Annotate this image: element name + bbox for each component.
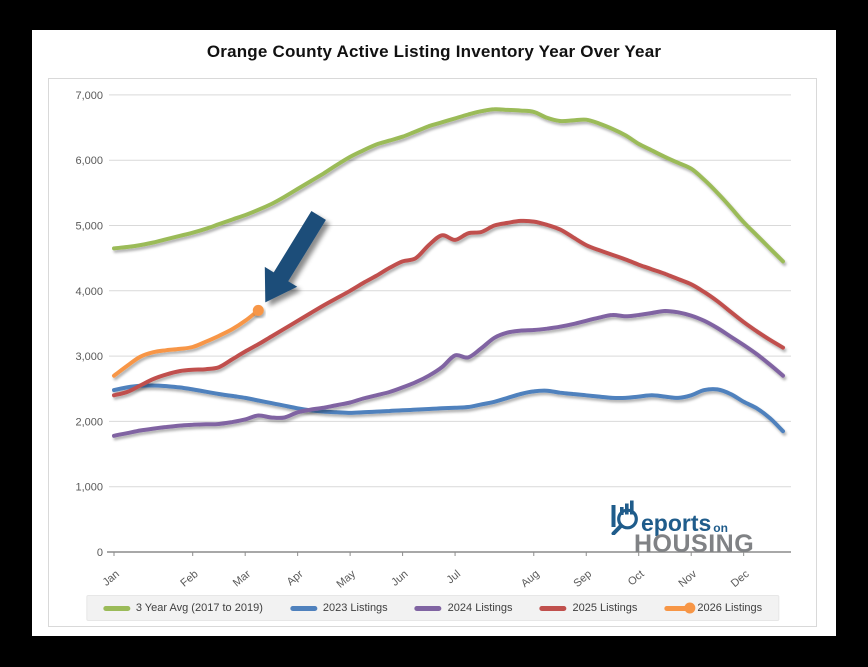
x-tick-label: May — [334, 568, 358, 591]
legend-item-2023-listings: 2023 Listings — [289, 602, 388, 614]
legend-label: 2023 Listings — [322, 602, 388, 614]
legend-swatch — [414, 605, 442, 611]
chart-title: Orange County Active Listing Inventory Y… — [206, 42, 662, 61]
x-tick-label: Oct — [626, 568, 647, 588]
legend-swatch — [539, 605, 567, 611]
x-tick-label: Jan — [101, 568, 122, 589]
legend-label: 2026 Listings — [697, 602, 763, 614]
series-line-2023-listings — [112, 383, 785, 434]
report-page: Orange County Active Listing Inventory Y… — [32, 30, 836, 636]
legend-label: 2025 Listings — [572, 602, 638, 614]
x-tick-label: Jul — [445, 568, 463, 586]
legend-item-3-year-avg-2017-to-2019-: 3 Year Avg (2017 to 2019) — [102, 602, 263, 614]
legend-label: 2024 Listings — [447, 602, 513, 614]
y-tick-label: 4,000 — [75, 286, 103, 298]
y-tick-label: 1,000 — [75, 482, 103, 494]
y-tick-label: 6,000 — [75, 155, 103, 167]
legend-swatch — [664, 602, 696, 614]
legend-label: 3 Year Avg (2017 to 2019) — [135, 602, 263, 614]
legend-swatch — [289, 605, 317, 611]
logo-word-reports: eports — [641, 510, 712, 536]
series-line-2026-listings — [112, 308, 261, 378]
magnifier-barchart-icon — [611, 500, 638, 535]
y-tick-label: 0 — [97, 547, 103, 559]
logo-top-row: eports on — [610, 499, 800, 535]
legend-swatch — [102, 605, 130, 611]
legend-marker-dot — [684, 602, 696, 614]
chart-canvas: 0 1,000 2,000 3,000 4,000 5,000 6,000 7,000 Jan F… — [75, 90, 791, 591]
x-tick-label: Aug — [519, 568, 542, 590]
x-tick-label: Apr — [285, 568, 306, 588]
series-line-2024-listings — [112, 308, 785, 438]
reports-on-housing-logo: eports on HOUSING — [610, 499, 800, 557]
legend-item-2025-listings: 2025 Listings — [539, 602, 638, 614]
x-tick-label: Nov — [676, 568, 699, 590]
x-tick-label: Mar — [231, 568, 253, 590]
x-tick-label: Feb — [178, 568, 200, 589]
y-tick-label: 5,000 — [75, 221, 103, 233]
x-tick-label: Sep — [571, 568, 594, 590]
legend-item-2024-listings: 2024 Listings — [414, 602, 513, 614]
series-line-2025-listings — [112, 218, 785, 398]
logo-word-housing: HOUSING — [634, 530, 755, 558]
y-tick-label: 2,000 — [75, 416, 103, 428]
y-tick-label: 3,000 — [75, 351, 103, 363]
series-line-3-year-avg-2017-to-2019- — [112, 107, 785, 264]
chart-area: 0 1,000 2,000 3,000 4,000 5,000 6,000 7,000 Jan F… — [48, 78, 817, 627]
x-tick-label: Jun — [389, 568, 410, 589]
legend-item-2026-listings: 2026 Listings — [664, 602, 762, 614]
chart-legend: 3 Year Avg (2017 to 2019) 2023 Listings 20… — [85, 595, 780, 621]
y-tick-label: 7,000 — [75, 90, 103, 102]
latest-data-point-marker — [252, 304, 264, 316]
annotation-arrow — [264, 211, 326, 303]
logo-word-on: on — [713, 521, 728, 535]
x-tick-label: Dec — [729, 568, 752, 590]
